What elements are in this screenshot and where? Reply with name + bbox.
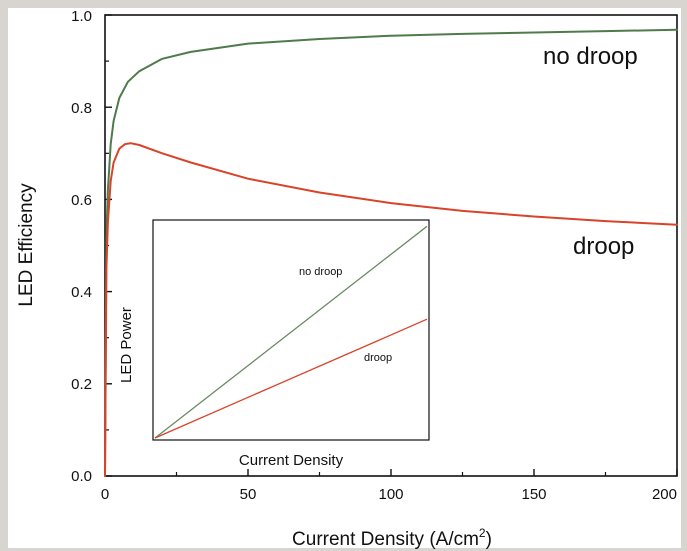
x-axis-title-main: Current Density (A/cm <box>292 529 479 550</box>
main-series <box>104 28 678 477</box>
y-tick-label: 1.0 <box>71 8 92 25</box>
series-label-droop: droop <box>573 233 634 260</box>
x-tick-label: 100 <box>378 486 403 503</box>
y-tick-label: 0.0 <box>71 468 92 485</box>
inset-x-axis-title: Current Density <box>239 452 344 469</box>
x-tick-label: 0 <box>101 486 109 503</box>
inset-series <box>154 225 428 439</box>
y-tick-label: 0.2 <box>71 376 92 393</box>
x-axis-title-superscript: 2 <box>479 526 486 540</box>
series-line-no-droop <box>104 28 678 477</box>
inset-series-line-no-droop <box>154 225 428 439</box>
y-tick-labels: 0.0 0.2 0.4 0.6 0.8 1.0 <box>71 8 92 485</box>
inset-series-label-droop: droop <box>364 352 392 364</box>
inset-series-line-droop <box>154 318 428 439</box>
x-tick-label: 200 <box>652 486 677 503</box>
x-tick-labels: 0 50 100 150 200 <box>101 486 677 503</box>
y-tick-label: 0.4 <box>71 284 92 301</box>
inset-series-label-no-droop: no droop <box>299 266 342 278</box>
series-line-droop <box>104 142 678 477</box>
x-tick-label: 50 <box>240 486 257 503</box>
y-tick-label: 0.8 <box>71 100 92 117</box>
y-tick-label: 0.6 <box>71 192 92 209</box>
x-tick-label: 150 <box>521 486 546 503</box>
inset-y-axis-title: LED Power <box>118 307 135 383</box>
x-axis-title-suffix: ) <box>486 529 492 550</box>
y-axis-title: LED Efficiency <box>16 183 37 307</box>
x-axis-title: Current Density (A/cm2) <box>292 526 492 550</box>
series-label-no-droop: no droop <box>543 43 638 70</box>
